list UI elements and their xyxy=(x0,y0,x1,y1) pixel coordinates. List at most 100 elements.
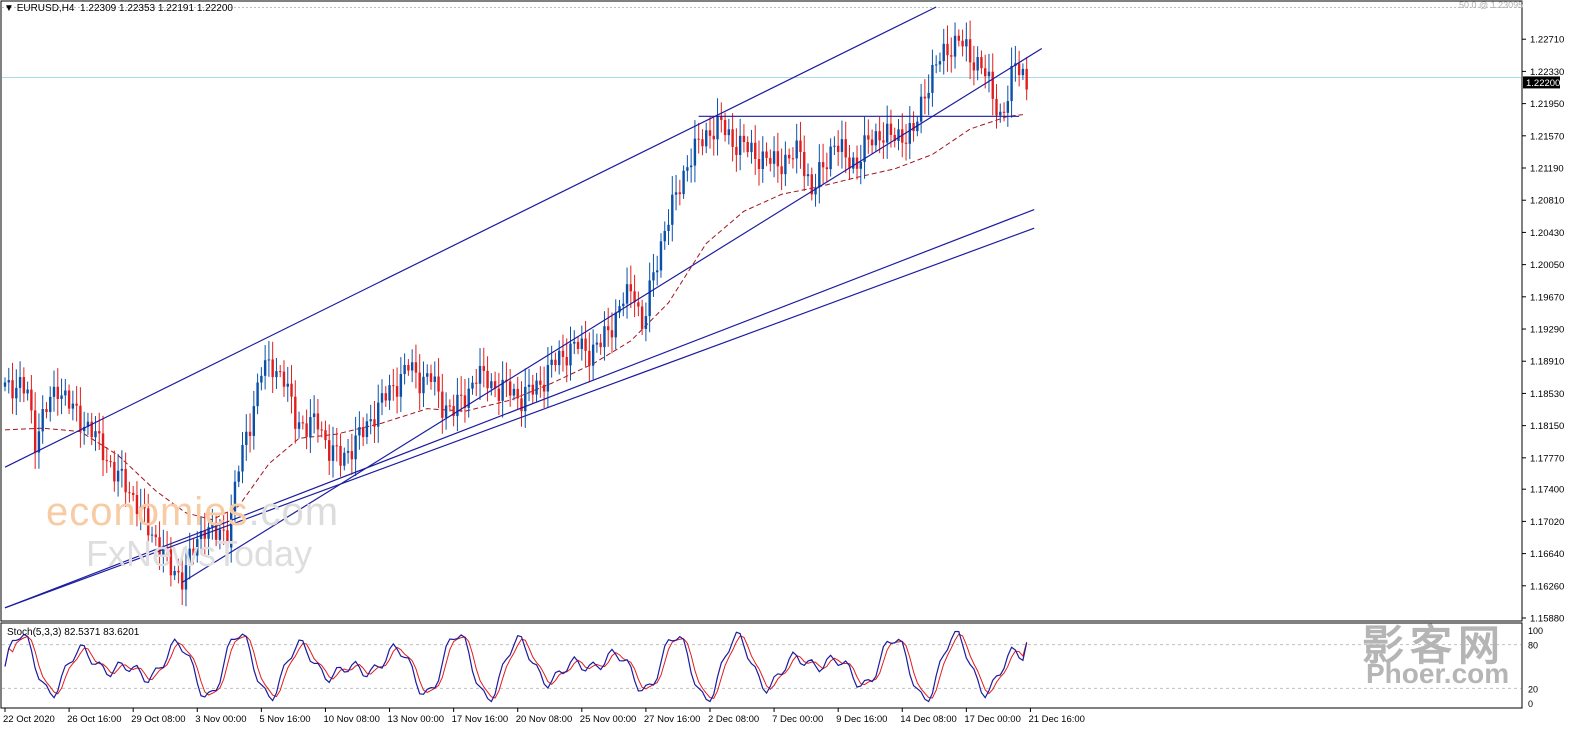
candle xyxy=(648,262,651,333)
candle-body xyxy=(7,380,10,383)
candle xyxy=(90,412,93,446)
candle xyxy=(410,349,414,383)
trendline[interactable] xyxy=(4,208,1035,609)
candle-body xyxy=(912,123,915,132)
candle-body xyxy=(934,64,938,66)
candle xyxy=(497,372,501,415)
candle-body xyxy=(52,386,56,397)
candle xyxy=(972,45,976,86)
candle xyxy=(565,338,568,383)
candle xyxy=(343,447,346,471)
candle xyxy=(897,119,900,151)
stoch-signal-line xyxy=(4,633,1028,699)
candle-body xyxy=(754,142,757,159)
time-tick-label: 27 Nov 16:00 xyxy=(644,714,701,725)
candle-body xyxy=(889,123,893,135)
candle xyxy=(524,368,527,428)
candle-body xyxy=(878,131,881,141)
candle-body xyxy=(301,422,305,424)
candle-body xyxy=(478,366,482,384)
trendline[interactable] xyxy=(4,6,937,468)
candle-body xyxy=(697,138,700,140)
candle xyxy=(980,50,983,75)
candle xyxy=(45,402,48,419)
candles xyxy=(3,20,1028,607)
candle xyxy=(870,129,874,155)
candle xyxy=(584,320,587,367)
candle xyxy=(705,122,708,154)
candle xyxy=(312,395,316,434)
candle-body xyxy=(101,433,105,461)
candle-body xyxy=(45,409,48,413)
trendline[interactable] xyxy=(4,227,1035,609)
candle-body xyxy=(22,377,26,394)
candle-body xyxy=(919,96,923,122)
candle-body xyxy=(573,341,576,344)
candle xyxy=(158,521,161,570)
candle xyxy=(373,401,376,444)
candle xyxy=(727,118,731,145)
trendlines[interactable] xyxy=(4,6,1043,609)
candle xyxy=(184,546,188,607)
candle xyxy=(821,143,825,184)
candle-body xyxy=(738,135,742,156)
candle xyxy=(128,481,131,503)
candle xyxy=(109,455,112,468)
trendline[interactable] xyxy=(181,48,1043,583)
candle-body xyxy=(836,145,840,152)
candle-body xyxy=(501,379,504,401)
candle xyxy=(852,152,855,174)
candle xyxy=(746,136,749,158)
candle-body xyxy=(961,40,964,47)
candle-body xyxy=(67,390,71,409)
candle xyxy=(640,299,644,336)
candle-body xyxy=(829,146,832,170)
candle-body xyxy=(18,377,22,388)
dropdown-icon[interactable]: ▼ xyxy=(4,3,17,14)
candle-body xyxy=(173,570,176,576)
candle xyxy=(561,334,565,372)
candle-body xyxy=(335,445,338,447)
candle-body xyxy=(365,421,369,438)
candle xyxy=(848,144,851,180)
candle-body xyxy=(957,35,961,41)
candle-body xyxy=(267,359,271,361)
candle-body xyxy=(49,396,52,413)
candle-body xyxy=(260,375,263,383)
candle xyxy=(995,84,998,129)
candle xyxy=(591,329,595,380)
time-tick-label: 17 Dec 00:00 xyxy=(964,714,1021,725)
stoch-axis-label: 0 xyxy=(1528,699,1533,709)
candle-body xyxy=(946,43,949,56)
candle xyxy=(678,179,682,206)
candle xyxy=(493,371,497,398)
candle-body xyxy=(86,421,90,427)
candle-body xyxy=(395,386,399,397)
candle xyxy=(377,384,380,443)
candle-body xyxy=(490,381,493,389)
candle-body xyxy=(64,390,67,396)
candle-body xyxy=(561,350,565,357)
candle xyxy=(324,420,327,449)
candle-body xyxy=(11,380,14,399)
candle xyxy=(131,486,135,502)
candle xyxy=(33,392,37,469)
candle xyxy=(75,386,78,422)
candle-body xyxy=(569,343,572,366)
candle xyxy=(818,144,821,204)
candle-body xyxy=(309,417,312,437)
candle xyxy=(625,267,629,319)
candle xyxy=(588,332,591,383)
candle xyxy=(731,113,734,162)
candle-body xyxy=(821,162,825,168)
candle xyxy=(414,344,418,389)
candle-body xyxy=(512,388,516,396)
candle-body xyxy=(463,395,467,408)
candle-body xyxy=(682,170,685,195)
candle-body xyxy=(350,451,354,460)
candle xyxy=(603,311,606,361)
candle xyxy=(1021,63,1025,81)
candle-body xyxy=(867,135,870,140)
